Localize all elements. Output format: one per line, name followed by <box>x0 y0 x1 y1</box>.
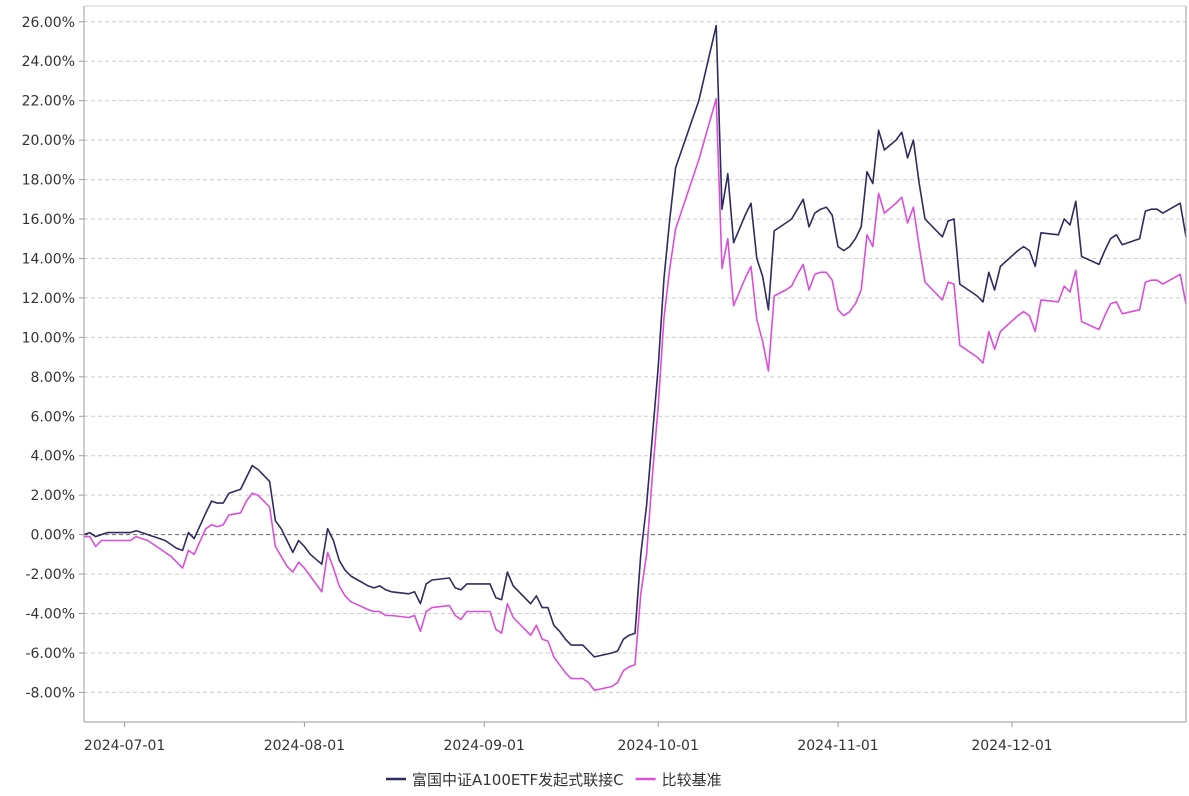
x-tick-label: 2024-12-01 <box>971 738 1052 754</box>
y-tick-label: 20.00% <box>22 133 75 149</box>
y-tick-label: 4.00% <box>31 449 75 465</box>
axes <box>83 5 1187 723</box>
y-tick-label: 22.00% <box>22 94 75 110</box>
y-tick-label: -4.00% <box>25 607 75 623</box>
y-tick-label: 16.00% <box>22 212 75 228</box>
series-line-2 <box>84 97 1187 692</box>
legend-label-2: 比较基准 <box>662 771 722 789</box>
y-tick-label: -8.00% <box>25 685 75 701</box>
x-tick-label: 2024-10-01 <box>618 738 699 754</box>
y-tick-label: 0.00% <box>31 528 75 544</box>
y-tick-label: 8.00% <box>31 370 75 386</box>
y-tick-label: -2.00% <box>25 567 75 583</box>
x-tick-label: 2024-11-01 <box>797 738 878 754</box>
y-tick-label: 18.00% <box>22 173 75 189</box>
legend: 富国中证A100ETF发起式联接C 比较基准 <box>386 771 722 789</box>
y-tick-label: 2.00% <box>31 488 75 504</box>
x-tick-label: 2024-07-01 <box>84 738 165 754</box>
x-axis-ticks: 2024-07-01 2024-08-01 2024-09-01 2024-10-01… <box>84 722 1053 754</box>
series-line-1 <box>83 24 1187 658</box>
x-tick-label: 2024-08-01 <box>264 738 345 754</box>
y-axis-ticks: 26.00% 24.00% 22.00% 20.00% 18.00% 16.00% 14.0… <box>22 15 84 701</box>
y-tick-label: 14.00% <box>22 251 75 267</box>
grid-lines <box>84 21 1186 693</box>
y-tick-label: -6.00% <box>25 646 75 662</box>
y-tick-label: 10.00% <box>22 330 75 346</box>
y-tick-label: 12.00% <box>22 291 75 307</box>
y-tick-label: 6.00% <box>31 409 75 425</box>
series-lines <box>83 24 1187 692</box>
x-tick-label: 2024-09-01 <box>444 738 525 754</box>
y-tick-label: 26.00% <box>22 15 75 31</box>
y-tick-label: 24.00% <box>22 54 75 70</box>
legend-label-1: 富国中证A100ETF发起式联接C <box>412 771 624 789</box>
